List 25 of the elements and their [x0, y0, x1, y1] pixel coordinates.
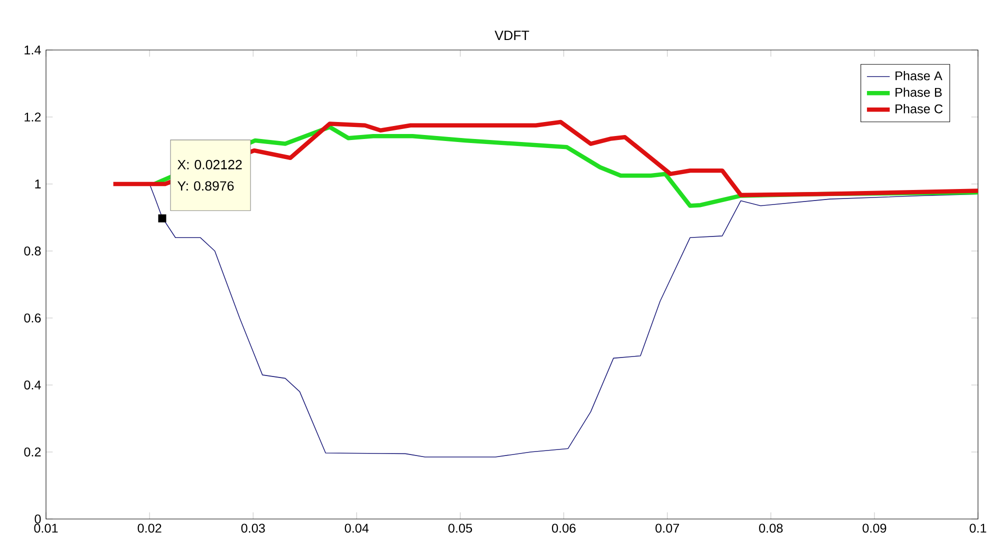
y-tick-label: 0.6	[24, 314, 41, 322]
y-tick-label: 0.2	[24, 448, 41, 456]
x-tick-label: 0.01	[34, 524, 58, 533]
legend-label: Phase B	[896, 88, 942, 97]
y-tick-label: 1.4	[24, 46, 41, 54]
y-tick-label: 0	[34, 514, 41, 524]
x-tick-label: 0.05	[448, 524, 472, 533]
x-tick-label: 0.09	[862, 524, 886, 533]
line-series	[111, 120, 978, 198]
chart-title: VDFT	[494, 30, 530, 40]
y-tick-label: 1.2	[24, 112, 41, 122]
legend-label: Phase C	[896, 104, 943, 114]
annotation: X: 0.02122	[177, 160, 242, 170]
x-tick-label: 0.1	[970, 524, 986, 533]
x-tick-label: 0.02	[138, 524, 162, 533]
x-tick-label: 0.04	[344, 524, 369, 533]
annotation: Y: 0.8976	[177, 181, 234, 191]
y-tick-label: 0.8	[24, 246, 41, 256]
y-tick-label: 1	[35, 180, 41, 188]
x-tick-label: 0.07	[656, 524, 680, 533]
x-tick-label: 0.06	[552, 524, 576, 533]
y-tick-label: 0.4	[24, 380, 41, 390]
x-tick-label: 0.03	[241, 524, 265, 533]
x-tick-label: 0.08	[759, 524, 783, 533]
legend-label: Phase A	[896, 71, 942, 80]
